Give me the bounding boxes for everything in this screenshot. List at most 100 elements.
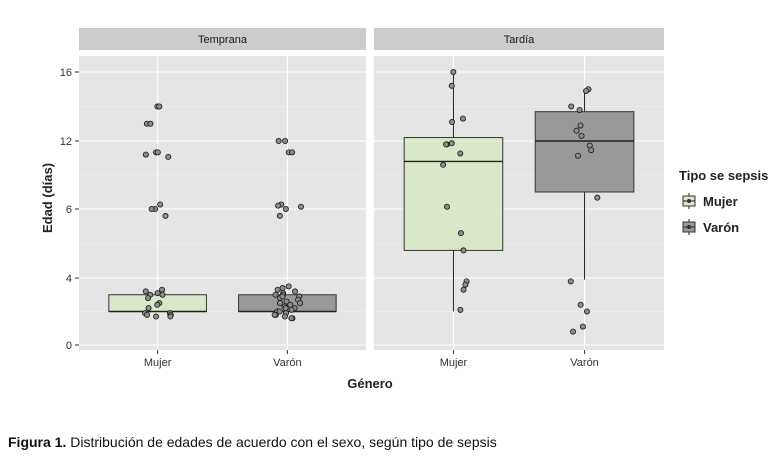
data-point	[275, 202, 282, 209]
legend-title: Tipo se sepsis	[679, 168, 768, 183]
data-point	[276, 212, 283, 219]
data-point	[159, 291, 166, 298]
legend: Tipo se sepsis Mujer Varón	[679, 168, 768, 235]
data-point	[578, 132, 585, 139]
data-point	[282, 137, 289, 144]
x-tick-label: Mujer	[440, 357, 468, 369]
data-point	[588, 147, 595, 154]
box-varón	[534, 89, 635, 280]
caption-label: Figura 1.	[8, 434, 67, 450]
data-point	[154, 301, 161, 308]
data-point	[167, 313, 174, 320]
panel-title: Tardía	[504, 34, 535, 46]
data-point	[153, 313, 160, 320]
legend-label: Mujer	[703, 194, 738, 209]
legend-key-point	[687, 199, 691, 203]
data-point	[444, 203, 451, 210]
x-axis: Mujer Varón Mujer Varón	[144, 350, 599, 369]
data-point	[292, 288, 299, 295]
data-point	[297, 203, 304, 210]
data-point	[449, 119, 456, 126]
data-point	[144, 311, 151, 318]
y-axis: 0 4 6 12 16	[60, 67, 79, 352]
data-point	[154, 149, 161, 156]
data-point	[276, 300, 283, 307]
y-tick-label: 4	[66, 273, 72, 285]
data-point	[297, 300, 304, 307]
data-point	[457, 306, 464, 313]
data-point	[142, 151, 149, 158]
data-point	[159, 286, 166, 293]
data-point	[145, 305, 152, 312]
data-point	[165, 153, 172, 160]
y-tick-label: 12	[60, 136, 72, 148]
data-point	[460, 247, 467, 254]
data-point	[583, 308, 590, 315]
data-point	[570, 328, 577, 335]
data-point	[274, 286, 281, 293]
x-axis-label: Género	[347, 376, 393, 391]
data-point	[443, 141, 450, 148]
panel-2: Tardía	[374, 28, 664, 350]
data-point	[448, 82, 455, 89]
data-point	[288, 315, 295, 322]
panel-1: Temprana	[79, 28, 366, 350]
data-point	[283, 298, 290, 305]
points-mujer	[440, 69, 470, 313]
data-point	[457, 230, 464, 237]
figure-caption: Figura 1. Distribución de edades de acue…	[8, 434, 497, 450]
data-point	[147, 120, 154, 127]
legend-item-varón: Varón	[681, 219, 739, 235]
panels-group: Temprana Tardía	[79, 28, 664, 350]
data-point	[276, 308, 283, 315]
box-body	[403, 137, 504, 251]
legend-label: Varón	[703, 220, 739, 235]
data-point	[457, 150, 464, 157]
data-point	[145, 295, 152, 302]
data-point	[282, 305, 289, 312]
data-point	[575, 152, 582, 159]
y-tick-label: 16	[60, 67, 72, 79]
data-point	[289, 149, 296, 156]
data-point	[282, 205, 289, 212]
data-point	[594, 194, 601, 201]
data-point	[162, 212, 169, 219]
data-point	[157, 201, 164, 208]
legend-item-mujer: Mujer	[681, 193, 738, 209]
data-point	[271, 311, 278, 318]
data-point	[459, 115, 466, 122]
y-tick-label: 0	[66, 340, 72, 352]
data-point	[281, 313, 288, 320]
panel-strip	[374, 28, 664, 50]
data-point	[577, 301, 584, 308]
box-mujer	[403, 72, 504, 312]
data-point	[579, 323, 586, 330]
y-tick-label: 6	[66, 204, 72, 216]
caption-text: Distribución de edades de acuerdo con el…	[66, 434, 497, 450]
data-point	[272, 291, 279, 298]
points-varón	[271, 137, 304, 322]
data-point	[573, 127, 580, 134]
data-point	[148, 205, 155, 212]
data-point	[576, 106, 583, 113]
data-point	[156, 103, 163, 110]
data-point	[440, 161, 447, 168]
panel-title: Temprana	[198, 34, 248, 46]
data-point	[460, 286, 467, 293]
legend-key-point	[687, 225, 691, 229]
x-tick-label: Varón	[570, 357, 599, 369]
x-tick-label: Mujer	[144, 357, 172, 369]
box-body	[534, 111, 635, 193]
data-point	[279, 285, 286, 292]
x-tick-label: Varón	[273, 357, 302, 369]
points-varón	[567, 86, 601, 335]
data-point	[142, 288, 149, 295]
data-point	[568, 103, 575, 110]
data-point	[288, 306, 295, 313]
data-point	[279, 293, 286, 300]
y-axis-label: Edad (días)	[40, 163, 55, 233]
data-point	[154, 290, 161, 297]
data-point	[583, 87, 590, 94]
data-point	[285, 283, 292, 290]
